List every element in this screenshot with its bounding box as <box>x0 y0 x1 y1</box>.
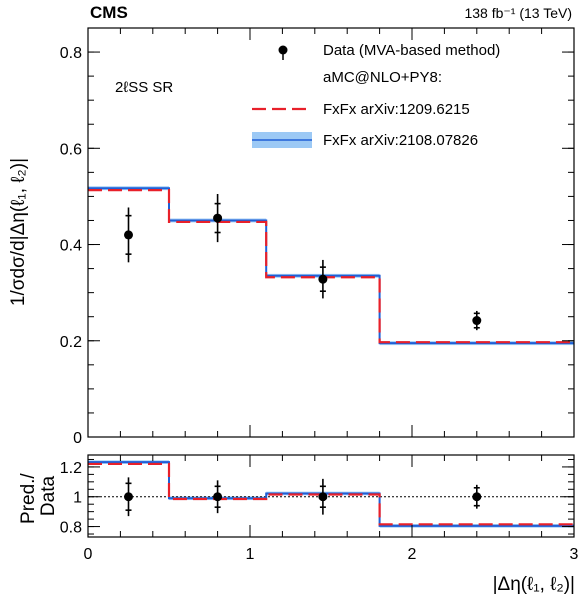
fxfx-new-band-group <box>88 186 574 346</box>
x-tick-label: 0 <box>84 546 93 563</box>
data-point <box>472 316 482 326</box>
ratio-y-axis-title: Pred./ Data <box>18 468 59 524</box>
ratio-data-group <box>124 477 482 517</box>
luminosity-label: 138 fb⁻¹ (13 TeV) <box>464 5 572 21</box>
fxfx-old-step-line <box>88 189 574 344</box>
legend-data-label: Data (MVA-based method) <box>323 42 500 59</box>
data-point <box>124 230 133 240</box>
x-axis-title: |Δη(ℓ₁, ℓ₂)| <box>493 574 575 595</box>
main-frame <box>87 27 575 438</box>
ratio-lines-group <box>88 461 574 527</box>
data-points-group <box>124 194 482 331</box>
data-point <box>472 492 482 502</box>
data-point <box>124 492 133 502</box>
data-point <box>213 213 223 223</box>
y-tick-label: 1.2 <box>60 460 82 477</box>
main-panel: 0 0.2 0.4 0.6 0.8 2ℓSS SR <box>60 27 575 447</box>
data-point <box>318 492 328 502</box>
legend: Data (MVA-based method) aMC@NLO+PY8: FxF… <box>252 42 500 149</box>
ratio-ticks-group: 0.8 1 1.2 0 1 2 3 <box>60 455 579 563</box>
ratio-y-title-line-2: Data <box>38 476 59 517</box>
data-point <box>213 492 223 502</box>
ratio-frame <box>87 454 575 538</box>
x-tick-label: 3 <box>570 546 579 563</box>
region-annotation: 2ℓSS SR <box>115 79 173 96</box>
x-tick-label: 1 <box>246 546 255 563</box>
legend-fxfx-new-label: FxFx arXiv:2108.07826 <box>323 132 478 149</box>
y-tick-label: 0.6 <box>60 141 82 158</box>
main-ticks-group: 0 0.2 0.4 0.6 0.8 <box>60 27 575 447</box>
ratio-panel: 0.8 1 1.2 0 1 2 3 <box>60 454 579 563</box>
y-tick-label: 1 <box>73 490 82 507</box>
experiment-label: CMS <box>90 3 128 22</box>
fxfx-new-step-line <box>88 187 574 345</box>
y-tick-label: 0 <box>73 430 82 447</box>
x-tick-label: 2 <box>408 546 417 563</box>
y-tick-label: 0.8 <box>60 520 82 537</box>
legend-fxfx-old-label: FxFx arXiv:1209.6215 <box>323 101 470 118</box>
data-point <box>318 274 328 284</box>
ratio-y-title-line-1: Pred./ <box>18 473 39 524</box>
y-tick-label: 0.4 <box>60 238 82 255</box>
prediction-lines-group <box>88 187 574 345</box>
y-tick-label: 0.2 <box>60 334 82 351</box>
fxfx-old-step-line <box>88 462 574 526</box>
y-tick-label: 0.8 <box>60 45 82 62</box>
legend-generator-label: aMC@NLO+PY8: <box>323 69 442 86</box>
y-axis-title: 1/σdσ/d|Δη(ℓ₁, ℓ₂)| <box>8 158 29 306</box>
legend-data-marker <box>278 45 288 55</box>
